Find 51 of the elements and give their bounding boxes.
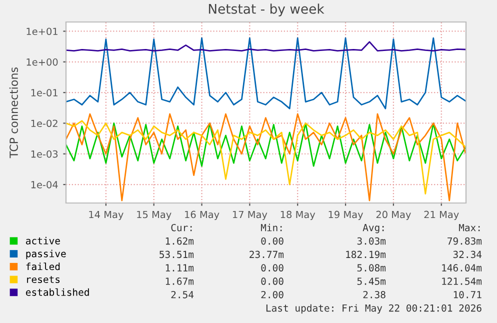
y-tick-label: 1e-01: [31, 89, 58, 96]
text: 1.62m: [166, 237, 194, 245]
text: 3.03m: [357, 237, 386, 245]
x-tick-label: 19 May: [328, 210, 364, 220]
text: 1.11m: [166, 264, 194, 272]
x-tick-label: 17 May: [232, 210, 268, 220]
line-series: [66, 113, 466, 202]
text: 32.34: [453, 250, 482, 258]
chart-title: Netstat - by week: [208, 4, 324, 16]
text: 182.19m: [346, 250, 386, 258]
text: Cur:: [171, 224, 192, 232]
text: 2.00: [261, 290, 284, 298]
text: 0.00: [261, 278, 284, 285]
y-tick-label: 1e-03: [31, 150, 58, 158]
text: 53.51m: [160, 250, 194, 258]
text: 5.08m: [357, 264, 386, 272]
text: 0.00: [261, 264, 284, 272]
text: 79.83m: [448, 237, 482, 245]
text: Last update: Fri May 22 00:21:01 2026: [266, 304, 482, 314]
line-series: [66, 120, 466, 194]
text: Max:: [458, 224, 480, 232]
line-series: [66, 122, 466, 167]
text: Avg:: [362, 224, 384, 234]
legend-label: failed: [26, 262, 60, 270]
legend-label: passive: [26, 250, 66, 260]
y-tick-label: 1e-04: [31, 181, 58, 188]
line-series: [66, 37, 466, 110]
y-tick-label: 1e+00: [26, 58, 58, 66]
y-tick-label: 1e-02: [31, 120, 58, 128]
legend-label: resets: [27, 276, 60, 284]
y-axis-title: TCP connections: [9, 67, 18, 158]
legend-label: established: [26, 288, 89, 296]
text: 2.38: [363, 290, 386, 298]
x-tick-label: 21 May: [424, 210, 459, 220]
legend-label: active: [26, 236, 60, 244]
y-tick-label: 1e+01: [26, 28, 58, 36]
text: 23.77m: [250, 250, 284, 258]
line-series: [66, 41, 466, 52]
text: 1.67m: [166, 278, 194, 285]
text: 146.04m: [442, 264, 482, 272]
text: 121.54m: [442, 278, 482, 285]
text: Min:: [260, 224, 282, 232]
x-tick-label: 15 May: [137, 210, 172, 220]
x-tick-label: 16 May: [185, 210, 220, 220]
x-tick-label: 18 May: [280, 210, 316, 220]
x-tick-label: 14 May: [89, 210, 124, 220]
x-tick-label: 20 May: [376, 210, 411, 220]
text: 2.54: [171, 290, 194, 298]
text: 10.71: [454, 290, 482, 298]
text: 0.00: [261, 237, 284, 245]
text: 5.45m: [357, 278, 386, 285]
